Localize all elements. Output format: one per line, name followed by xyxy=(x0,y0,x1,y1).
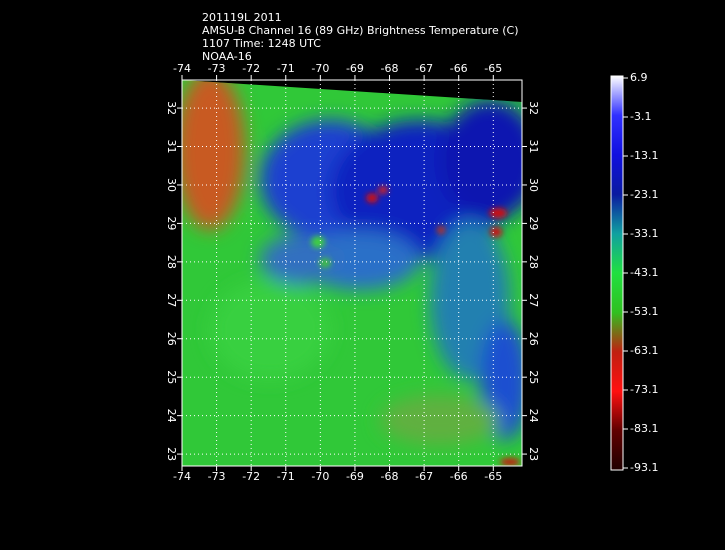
header-line: 1107 Time: 1248 UTC xyxy=(202,37,321,50)
colorbar-tick-label: -63.1 xyxy=(630,344,658,357)
lat-tick-label: 23 xyxy=(165,447,178,461)
lat-tick-label: 31 xyxy=(527,140,540,154)
lat-tick-label: 28 xyxy=(527,255,540,269)
lon-tick-label: -73 xyxy=(208,62,226,75)
lon-tick-label: -74 xyxy=(173,470,191,483)
lon-tick-label: -74 xyxy=(173,62,191,75)
lat-tick-label: 23 xyxy=(527,447,540,461)
colorbar-tick-label: -83.1 xyxy=(630,422,658,435)
lon-tick-label: -72 xyxy=(242,470,260,483)
colorbar-tick-label: -43.1 xyxy=(630,266,658,279)
lat-tick-label: 26 xyxy=(527,332,540,346)
lat-tick-label: 24 xyxy=(527,409,540,423)
lat-tick-label: 28 xyxy=(165,255,178,269)
lon-tick-label: -71 xyxy=(277,470,295,483)
lat-tick-label: 25 xyxy=(527,370,540,384)
lat-tick-label: 30 xyxy=(165,178,178,192)
lat-tick-label: 29 xyxy=(527,216,540,230)
lon-tick-label: -73 xyxy=(208,470,226,483)
lat-tick-label: 32 xyxy=(527,101,540,115)
lon-tick-label: -67 xyxy=(415,62,433,75)
lon-tick-label: -69 xyxy=(346,62,364,75)
colorbar-tick-label: -3.1 xyxy=(630,110,651,123)
lat-tick-label: 26 xyxy=(165,332,178,346)
lat-tick-label: 27 xyxy=(527,293,540,307)
lon-tick-label: -65 xyxy=(484,470,502,483)
colorbar-tick-label: -73.1 xyxy=(630,383,658,396)
colorbar-tick-label: -23.1 xyxy=(630,188,658,201)
header-line: 201119L 2011 xyxy=(202,11,282,24)
colorbar-tick-label: 6.9 xyxy=(630,71,648,84)
lon-tick-label: -69 xyxy=(346,470,364,483)
colorbar xyxy=(610,75,624,471)
colorbar-tick-label: -53.1 xyxy=(630,305,658,318)
header-line: NOAA-16 xyxy=(202,50,252,63)
lon-tick-label: -70 xyxy=(311,470,329,483)
header-line: AMSU-B Channel 16 (89 GHz) Brightness Te… xyxy=(202,24,519,37)
lat-tick-label: 24 xyxy=(165,409,178,423)
lon-tick-label: -70 xyxy=(311,62,329,75)
colorbar-tick-label: -13.1 xyxy=(630,149,658,162)
lat-tick-label: 31 xyxy=(165,140,178,154)
lat-tick-label: 32 xyxy=(165,101,178,115)
lat-tick-label: 29 xyxy=(165,216,178,230)
lon-tick-label: -66 xyxy=(450,470,468,483)
colorbar-tick-label: -93.1 xyxy=(630,461,658,474)
satellite-imagery xyxy=(182,80,522,466)
colorbar-tick-label: -33.1 xyxy=(630,227,658,240)
lat-tick-label: 25 xyxy=(165,370,178,384)
lat-tick-label: 30 xyxy=(527,178,540,192)
lon-tick-label: -72 xyxy=(242,62,260,75)
lon-tick-label: -65 xyxy=(484,62,502,75)
lon-tick-label: -66 xyxy=(450,62,468,75)
lon-tick-label: -68 xyxy=(381,470,399,483)
lon-tick-label: -67 xyxy=(415,470,433,483)
lon-tick-label: -71 xyxy=(277,62,295,75)
lon-tick-label: -68 xyxy=(381,62,399,75)
lat-tick-label: 27 xyxy=(165,293,178,307)
